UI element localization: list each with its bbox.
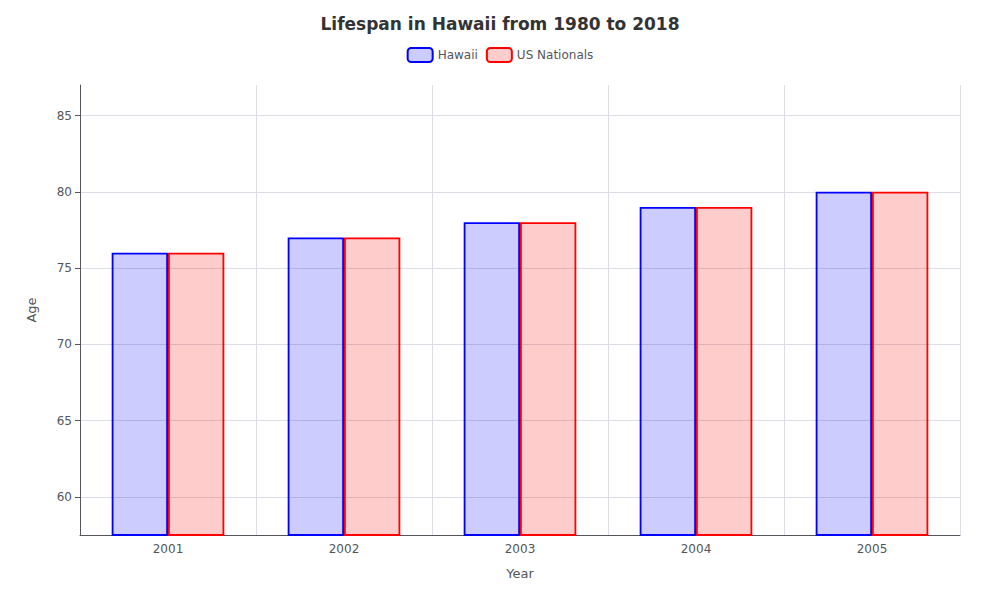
svg-text:2005: 2005 [857, 542, 888, 556]
svg-text:2001: 2001 [153, 542, 184, 556]
svg-text:85: 85 [57, 109, 72, 123]
svg-text:US Nationals: US Nationals [517, 48, 593, 62]
svg-text:2004: 2004 [681, 542, 712, 556]
svg-text:Hawaii: Hawaii [438, 48, 478, 62]
svg-text:65: 65 [57, 414, 72, 428]
svg-text:2002: 2002 [329, 542, 360, 556]
svg-text:60: 60 [57, 490, 72, 504]
svg-text:Year: Year [505, 566, 534, 581]
svg-text:Age: Age [24, 297, 39, 322]
svg-text:80: 80 [57, 185, 72, 199]
svg-text:2003: 2003 [505, 542, 536, 556]
svg-text:75: 75 [57, 261, 72, 275]
svg-text:Lifespan in Hawaii from 1980 t: Lifespan in Hawaii from 1980 to 2018 [320, 14, 679, 34]
svg-text:70: 70 [57, 337, 72, 351]
